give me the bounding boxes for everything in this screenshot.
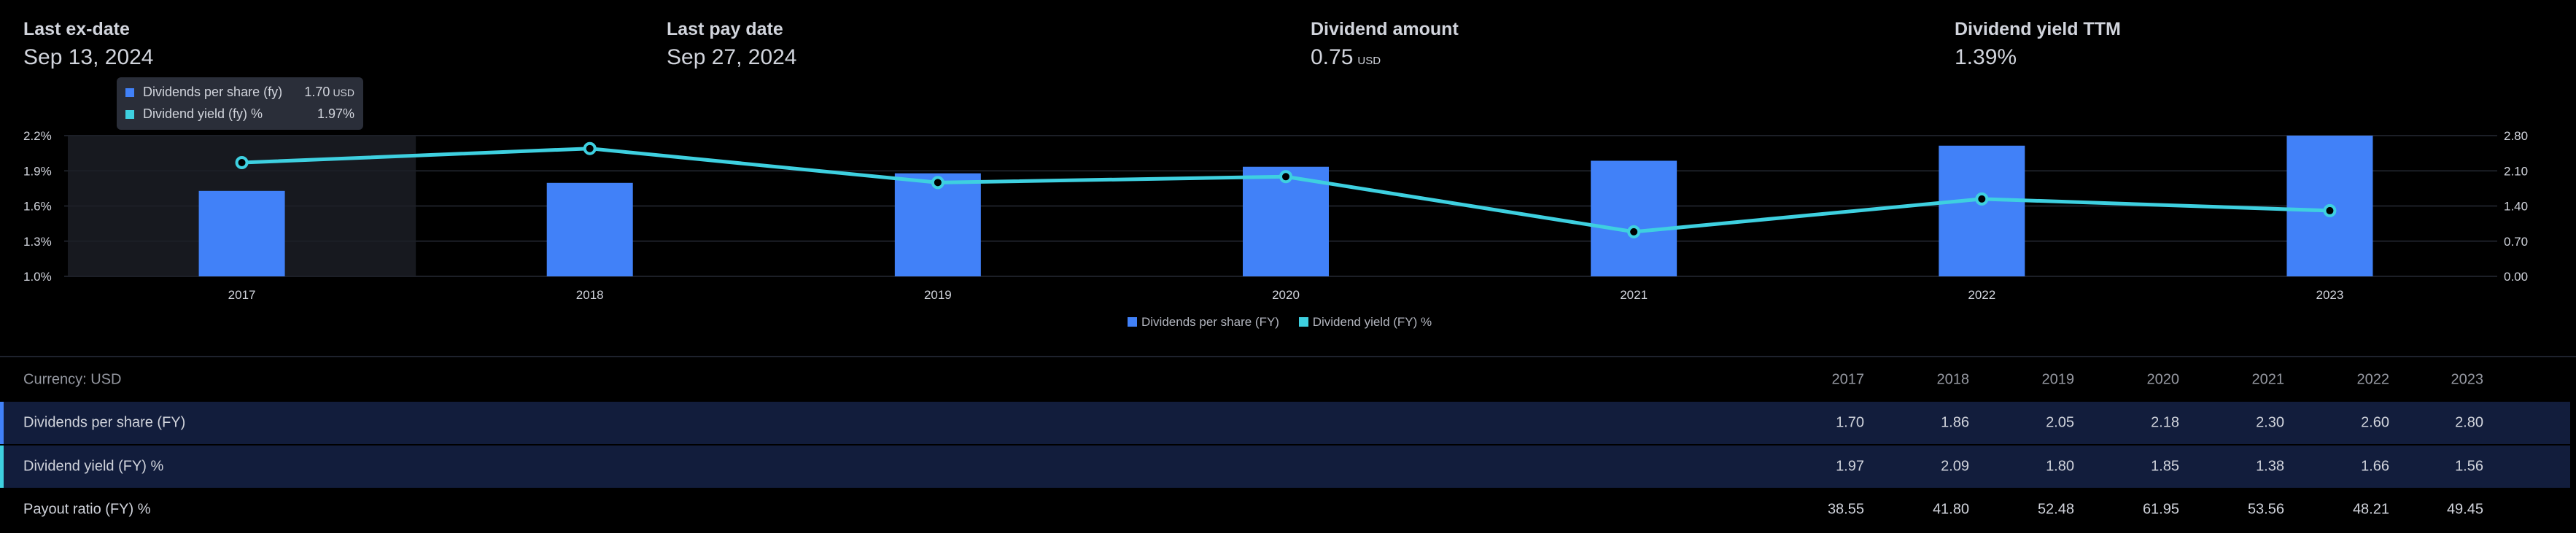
table-cell: 1.80: [2046, 458, 2074, 475]
stat-label: Last pay date: [667, 19, 783, 39]
stat-value: Sep 13, 2024: [23, 45, 154, 69]
tooltip-row-yield: Dividend yield (fy) % 1.97%: [125, 106, 354, 124]
stat-label: Dividend amount: [1311, 19, 1459, 39]
table-row-yield[interactable]: Dividend yield (FY) % 1.97 2.09 1.80 1.85 1.3…: [0, 446, 2570, 488]
row-label: Currency: USD: [23, 371, 122, 388]
row-label: Payout ratio (FY) %: [23, 501, 151, 518]
table-cell: 1.70: [1836, 414, 1864, 431]
dps-bar: [1243, 166, 1329, 276]
right-axis-tick: 2.10: [2504, 164, 2528, 178]
table-cell: 1.56: [2455, 458, 2483, 475]
table-cell: 53.56: [2247, 501, 2284, 518]
legend-dps-swatch-icon: [1128, 317, 1137, 327]
left-axis-tick: 2.2%: [23, 129, 52, 143]
dps-bar: [198, 190, 285, 276]
yield-point: [1627, 225, 1641, 238]
dps-bar: [894, 173, 981, 276]
legend-item-dps[interactable]: Dividends per share (FY): [1128, 315, 1279, 330]
chart-tooltip: Dividends per share (fy) 1.70 USD Dividen…: [117, 77, 363, 130]
table-cell: 2020: [2146, 371, 2180, 388]
table-cell: 1.86: [1941, 414, 1969, 431]
table-cell: 2.60: [2361, 414, 2389, 431]
yield-point: [2323, 203, 2337, 217]
dps-bar: [1939, 145, 2025, 276]
left-axis-tick: 1.3%: [23, 235, 52, 249]
table-cell: 2017: [1831, 371, 1865, 388]
x-axis-tick: 2019: [924, 288, 952, 302]
table-cell: 2.30: [2256, 414, 2284, 431]
x-axis-tick: 2022: [1968, 288, 1995, 302]
yield-point: [1975, 192, 1989, 206]
table-cell: 1.97: [1836, 458, 1864, 475]
table-cell: 48.21: [2352, 501, 2389, 518]
yield-point: [235, 155, 249, 169]
stat-value: Sep 27, 2024: [667, 45, 797, 69]
table-cell: 61.95: [2142, 501, 2179, 518]
x-axis-tick: 2018: [576, 288, 604, 302]
tooltip-dps-label: Dividends per share (fy): [143, 85, 283, 99]
stat-unit: USD: [1357, 55, 1381, 67]
stat-label: Last ex-date: [23, 19, 130, 39]
dps-bar: [1591, 160, 1677, 276]
row-accent: [0, 402, 4, 444]
yield-point: [1279, 170, 1292, 184]
yield-swatch-icon: [125, 110, 134, 119]
dividend-chart[interactable]: 2.2% 1.9% 1.6% 1.3% 1.0% 2.80 2.10 1.40 0.70 0.0…: [0, 0, 2576, 306]
stat-label: Dividend yield TTM: [1955, 19, 2121, 39]
table-row-payout: Payout ratio (FY) % 38.55 41.80 52.48 61.95 5…: [0, 489, 2570, 531]
row-accent: [0, 446, 4, 488]
left-axis-tick: 1.6%: [23, 200, 52, 214]
table-cell: 2.09: [1941, 458, 1969, 475]
dps-bar: [546, 182, 633, 276]
table-cell: 2.05: [2046, 414, 2074, 431]
stat-value: 1.39%: [1955, 45, 2017, 69]
table-cell: 2019: [2041, 371, 2075, 388]
table-cell: 2023: [2451, 371, 2484, 388]
table-header-row: Currency: USD 2017 2018 2019 2020 2021 2022 202…: [0, 359, 2570, 401]
table-cell: 2.18: [2151, 414, 2179, 431]
section-divider: [0, 356, 2576, 357]
yield-point: [583, 141, 597, 155]
dps-swatch-icon: [125, 88, 134, 97]
table-cell: 1.66: [2361, 458, 2389, 475]
table-cell: 2.80: [2455, 414, 2483, 431]
tooltip-yield-value: 1.97%: [317, 106, 354, 121]
tooltip-dps-value: 1.70 USD: [304, 85, 354, 99]
left-axis-tick: 1.9%: [23, 164, 52, 178]
table-cell: 1.38: [2256, 458, 2284, 475]
right-axis-tick: 1.40: [2504, 200, 2528, 214]
right-axis-tick: 0.70: [2504, 235, 2528, 249]
table-cell: 2022: [2356, 371, 2390, 388]
right-axis-tick: 2.80: [2504, 129, 2528, 143]
legend-yield-swatch-icon: [1298, 317, 1308, 327]
legend-item-yield[interactable]: Dividend yield (FY) %: [1298, 315, 1432, 330]
table-cell: 49.45: [2446, 501, 2483, 518]
x-axis-tick: 2021: [1620, 288, 1648, 302]
table-cell: 1.85: [2151, 458, 2179, 475]
table-row-dps[interactable]: Dividends per share (FY) 1.70 1.86 2.05 2.18…: [0, 402, 2570, 444]
stat-value: 0.75 USD: [1311, 45, 1381, 69]
left-axis-tick: 1.0%: [23, 270, 52, 284]
x-axis-tick: 2023: [2316, 288, 2344, 302]
table-cell: 38.55: [1827, 501, 1864, 518]
tooltip-yield-label: Dividend yield (fy) %: [143, 106, 263, 121]
yield-point: [931, 176, 944, 190]
right-axis-tick: 0.00: [2504, 270, 2528, 284]
table-cell: 41.80: [1932, 501, 1969, 518]
x-axis-tick: 2017: [228, 288, 256, 302]
table-cell: 2018: [1936, 371, 1970, 388]
row-label: Dividend yield (FY) %: [23, 458, 164, 475]
table-cell: 52.48: [2037, 501, 2074, 518]
table-cell: 2021: [2251, 371, 2285, 388]
tooltip-row-dps: Dividends per share (fy) 1.70 USD: [125, 85, 354, 102]
row-label: Dividends per share (FY): [23, 414, 186, 431]
chart-legend: Dividends per share (FY) Dividend yield …: [1128, 315, 1448, 330]
x-axis-tick: 2020: [1272, 288, 1300, 302]
